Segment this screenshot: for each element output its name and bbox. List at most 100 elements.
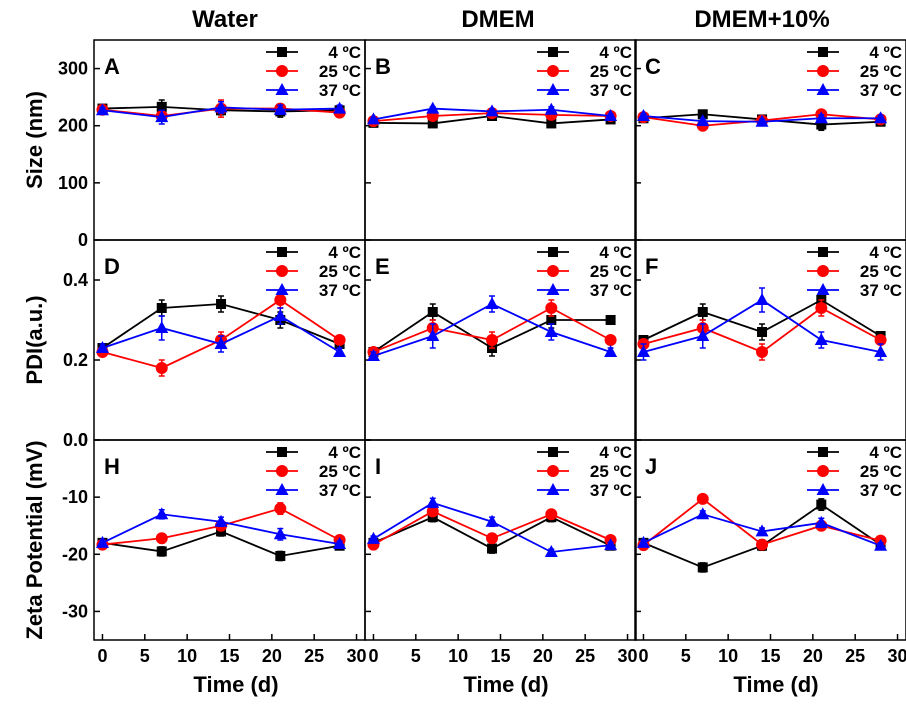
data-point [274,502,287,515]
legend-label: 4 ºC [328,243,361,262]
legend-marker [818,47,828,57]
legend-label: 37 ºC [319,481,361,500]
legend-marker [816,283,830,295]
column-titles: Water DMEM DMEM+10% [192,6,830,33]
x-tick-label: 10 [177,646,197,666]
data-point [755,293,769,305]
x-tick-label: 5 [411,646,421,666]
data-point [604,345,618,357]
y-tick-label: 0.0 [63,430,88,450]
legend-label: 4 ºC [599,43,632,62]
series-37c [95,100,347,125]
legend-marker [275,483,289,495]
y-tick-label: 300 [58,59,88,79]
legend-label: 4 ºC [328,43,361,62]
panel-letter: B [375,54,391,79]
data-point [273,527,287,540]
x-tick-label: 15 [490,646,510,666]
data-point [366,112,380,125]
series-37c [366,295,618,361]
data-point [155,532,168,545]
data-point [814,333,828,345]
x-tick-label: 0 [97,646,107,666]
panel-letter: C [645,54,661,79]
legend-label: 25 ºC [319,462,361,481]
data-point [426,505,439,518]
data-point [216,299,227,309]
legend-label: 4 ºC [328,443,361,462]
legend-marker [275,283,289,295]
legend-marker [277,247,287,257]
x-tick-label: 30 [888,646,906,666]
legend-label: 37 ºC [590,281,632,300]
legend-marker [547,265,559,277]
data-point [874,334,887,346]
column-title-dmem-fbs: DMEM+10% [694,6,829,33]
legend-marker [276,65,288,77]
legend-marker [816,83,830,95]
data-point [604,334,617,346]
x-tick-label: 10 [448,646,468,666]
data-point [273,309,287,321]
data-point [366,531,380,544]
data-point [874,538,888,551]
data-point [874,345,888,357]
data-point [155,507,169,520]
y-label-size: Size (nm) [22,91,47,189]
data-point [604,109,618,121]
x-tick-label: 20 [803,646,823,666]
y-tick-label: 100 [58,173,88,193]
data-point [426,101,440,114]
y-label-pdi: PDI(a.u.) [22,295,47,384]
x-tick-label: 30 [347,646,367,666]
legend-marker [276,265,288,277]
column-title-water: Water [192,6,258,33]
data-point [696,507,710,520]
x-axis-labels: Time (d) Time (d) Time (d) [193,672,818,697]
legend-marker [546,283,560,295]
series-37c [95,307,347,357]
series-37c [636,109,888,127]
panel-letter: J [645,454,657,479]
data-point [605,315,616,325]
data-point [275,551,286,561]
legend-label: 4 ºC [869,243,902,262]
data-point [756,346,769,358]
data-point [426,495,440,508]
legend-marker [816,483,830,495]
data-point [757,327,768,337]
x-tick-label: 25 [575,646,595,666]
data-point [636,345,650,357]
legend-label: 25 ºC [590,262,632,281]
x-tick-label: 0 [368,646,378,666]
x-label-water: Time (d) [193,672,278,697]
data-point [545,302,558,314]
legend-label: 37 ºC [590,81,632,100]
data-point [427,307,438,317]
data-point [756,538,769,551]
data-point [214,100,228,113]
data-point [545,508,558,521]
data-point [333,345,347,357]
legend-marker [548,447,558,457]
x-tick-label: 25 [304,646,324,666]
legend-marker [818,447,828,457]
x-tick-label: 10 [718,646,738,666]
legend-label: 25 ºC [319,262,361,281]
y-tick-label: -20 [62,544,88,564]
data-point [95,535,109,548]
data-point [815,302,828,314]
data-point [816,499,827,510]
legend-marker [548,47,558,57]
x-tick-label: 30 [618,646,638,666]
